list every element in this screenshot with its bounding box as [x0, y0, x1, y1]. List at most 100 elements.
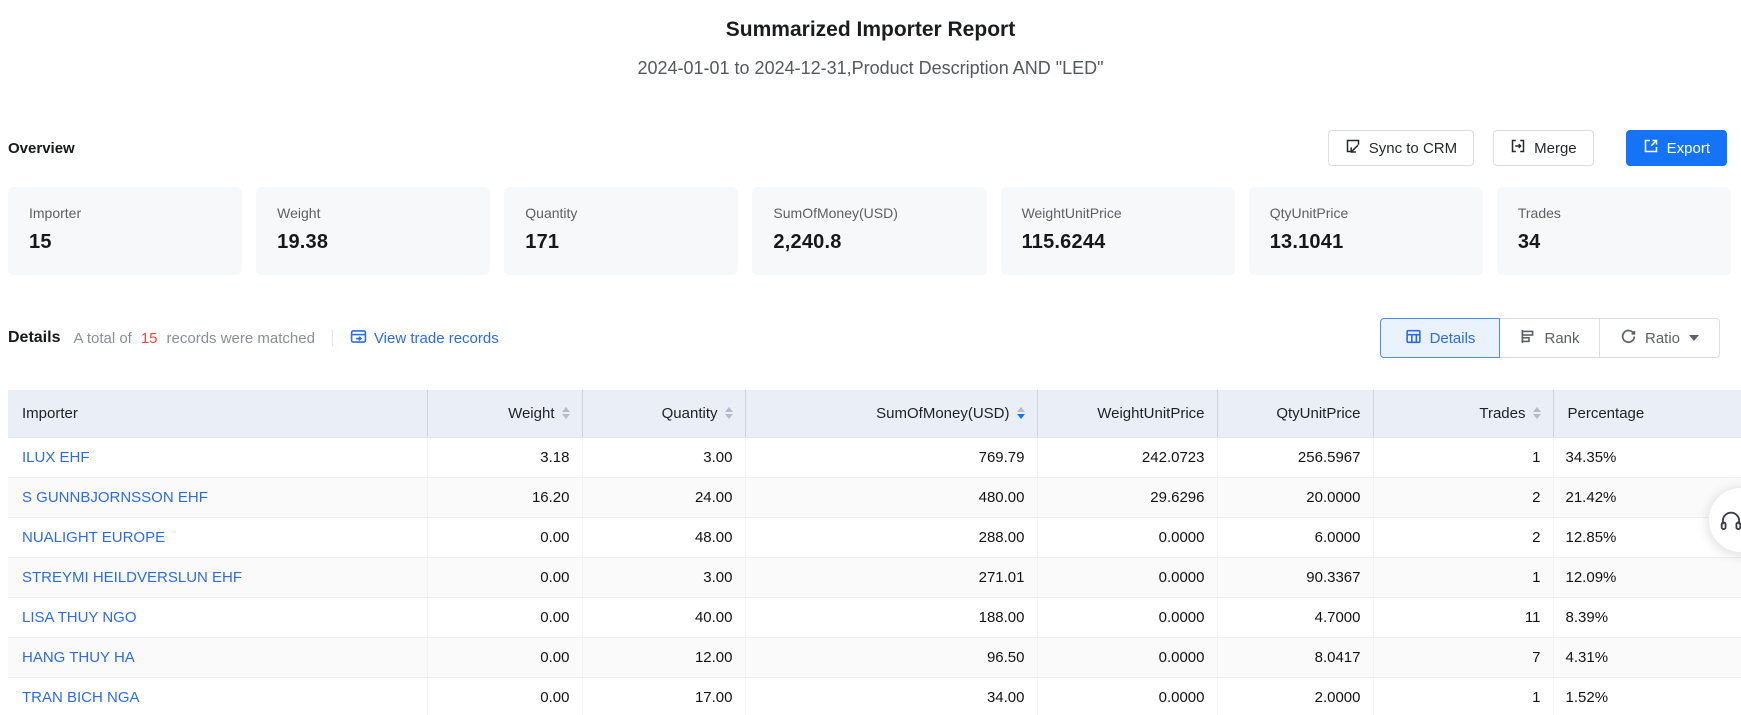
stat-cards: Importer 15 Weight 19.38 Quantity 171 Su… [8, 187, 1731, 275]
table-cell: 1 [1373, 677, 1553, 715]
export-icon [1643, 138, 1659, 158]
importer-table: Importer Weight Quantity SumOfMoney(USD)… [8, 390, 1741, 715]
table-cell: 0.00 [427, 637, 582, 677]
table-cell: 0.0000 [1037, 677, 1217, 715]
stat-label: Trades [1518, 205, 1710, 222]
table-cell: 34.35% [1553, 437, 1741, 477]
table-cell: 0.00 [427, 677, 582, 715]
importer-link[interactable]: NUALIGHT EUROPE [22, 529, 165, 546]
table-cell: 6.0000 [1217, 517, 1373, 557]
stat-card-weight: Weight 19.38 [256, 187, 490, 275]
table-cell: 4.7000 [1217, 597, 1373, 637]
importer-cell: LISA THUY NGO [8, 597, 427, 637]
table-cell: 288.00 [745, 517, 1037, 557]
table-cell: 17.00 [582, 677, 745, 715]
stat-value: 19.38 [277, 231, 469, 254]
table-cell: 3.00 [582, 557, 745, 597]
table-cell: 12.00 [582, 637, 745, 677]
sync-to-crm-button[interactable]: Sync to CRM [1328, 130, 1474, 166]
stat-card-weight-unit-price: WeightUnitPrice 115.6244 [1001, 187, 1235, 275]
table-row: S GUNNBJORNSSON EHF16.2024.00480.0029.62… [8, 477, 1741, 517]
sort-icon[interactable] [725, 407, 733, 419]
match-prefix: A total of [73, 330, 131, 347]
sync-to-crm-label: Sync to CRM [1369, 140, 1457, 157]
stat-label: SumOfMoney(USD) [773, 205, 965, 222]
importer-link[interactable]: ILUX EHF [22, 449, 90, 466]
sort-icon[interactable] [562, 407, 570, 419]
importer-link[interactable]: TRAN BICH NGA [22, 689, 140, 706]
col-sum-of-money[interactable]: SumOfMoney(USD) [745, 390, 1037, 437]
importer-link[interactable]: S GUNNBJORNSSON EHF [22, 489, 208, 506]
table-row: ILUX EHF3.183.00769.79242.0723256.596713… [8, 437, 1741, 477]
ratio-refresh-icon [1620, 328, 1637, 349]
importer-cell: HANG THUY HA [8, 637, 427, 677]
merge-button[interactable]: Merge [1493, 130, 1594, 166]
stat-label: WeightUnitPrice [1022, 205, 1214, 222]
action-group: Sync to CRM Merge [1328, 130, 1727, 166]
merge-icon [1510, 138, 1526, 158]
table-cell: 3.18 [427, 437, 582, 477]
page-title: Summarized Importer Report [0, 17, 1741, 43]
tab-rank[interactable]: Rank [1500, 318, 1600, 358]
stat-value: 2,240.8 [773, 231, 965, 254]
report-header: Summarized Importer Report 2024-01-01 to… [0, 0, 1741, 80]
table-cell: 16.20 [427, 477, 582, 517]
table-cell: 12.09% [1553, 557, 1741, 597]
stat-value: 34 [1518, 231, 1710, 254]
table-cell: 40.00 [582, 597, 745, 637]
stat-label: QtyUnitPrice [1270, 205, 1462, 222]
table-cell: 0.00 [427, 557, 582, 597]
view-mode-group: Details Rank [1380, 318, 1720, 358]
summarized-importer-report-page: Summarized Importer Report 2024-01-01 to… [0, 0, 1741, 715]
stat-card-qty-unit-price: QtyUnitPrice 13.1041 [1249, 187, 1483, 275]
tab-ratio[interactable]: Ratio [1600, 318, 1720, 358]
table-cell: 1.52% [1553, 677, 1741, 715]
table-cell: 3.00 [582, 437, 745, 477]
stat-label: Quantity [525, 205, 717, 222]
table-cell: 0.0000 [1037, 557, 1217, 597]
table-grid-icon [1405, 328, 1422, 349]
stat-card-importer: Importer 15 [8, 187, 242, 275]
table-cell: 0.00 [427, 517, 582, 557]
table-cell: 96.50 [745, 637, 1037, 677]
table-cell: 0.0000 [1037, 517, 1217, 557]
table-cell: 34.00 [745, 677, 1037, 715]
sync-crm-icon [1345, 138, 1361, 158]
col-trades[interactable]: Trades [1373, 390, 1553, 437]
table-cell: 256.5967 [1217, 437, 1373, 477]
stat-card-sum-of-money: SumOfMoney(USD) 2,240.8 [752, 187, 986, 275]
tab-rank-label: Rank [1544, 330, 1579, 347]
table-cell: 2 [1373, 477, 1553, 517]
view-trade-records-label: View trade records [374, 330, 499, 347]
table-cell: 8.0417 [1217, 637, 1373, 677]
table-cell: 0.0000 [1037, 597, 1217, 637]
table-cell: 20.0000 [1217, 477, 1373, 517]
col-quantity[interactable]: Quantity [582, 390, 745, 437]
vertical-divider [332, 330, 333, 346]
sort-icon[interactable] [1017, 407, 1025, 419]
overview-bar: Overview Sync to CRM [0, 130, 1741, 166]
view-trade-records-link[interactable]: View trade records [350, 328, 499, 349]
export-button[interactable]: Export [1626, 130, 1727, 166]
col-qty-unit-price: QtyUnitPrice [1217, 390, 1373, 437]
importer-cell: ILUX EHF [8, 437, 427, 477]
trade-window-icon [350, 328, 367, 349]
sort-icon[interactable] [1533, 407, 1541, 419]
caret-down-icon [1689, 335, 1699, 341]
table-cell: 2.0000 [1217, 677, 1373, 715]
merge-label: Merge [1534, 140, 1577, 157]
stat-value: 13.1041 [1270, 231, 1462, 254]
col-weight[interactable]: Weight [427, 390, 582, 437]
importer-link[interactable]: HANG THUY HA [22, 649, 135, 666]
rank-icon [1519, 328, 1536, 349]
details-heading: Details [8, 329, 60, 347]
table-cell: 29.6296 [1037, 477, 1217, 517]
importer-link[interactable]: LISA THUY NGO [22, 609, 137, 626]
table-cell: 48.00 [582, 517, 745, 557]
tab-details[interactable]: Details [1380, 318, 1500, 358]
stat-card-trades: Trades 34 [1497, 187, 1731, 275]
importer-link[interactable]: STREYMI HEILDVERSLUN EHF [22, 569, 242, 586]
page-subtitle: 2024-01-01 to 2024-12-31,Product Descrip… [0, 56, 1741, 80]
table-cell: 271.01 [745, 557, 1037, 597]
details-left: Details A total of 15 records were match… [8, 328, 499, 349]
